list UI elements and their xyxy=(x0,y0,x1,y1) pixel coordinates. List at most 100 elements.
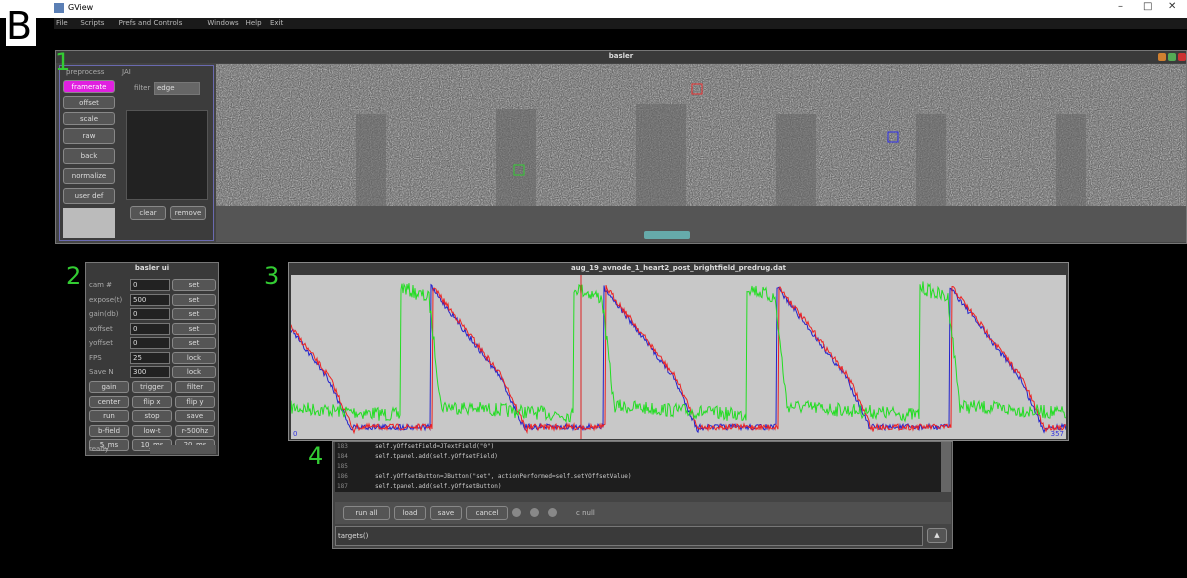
action-button[interactable]: trigger xyxy=(132,381,172,393)
win-btn[interactable] xyxy=(1158,53,1166,61)
line-number: 185 xyxy=(337,462,355,472)
field-input[interactable]: 500 xyxy=(130,294,170,306)
trace-plot: 0 357 xyxy=(291,275,1066,439)
section-title: preprocess xyxy=(66,66,104,78)
screen: GView – □ ✕ File Scripts Prefs and Control… xyxy=(0,0,1187,578)
window-title: basler ui xyxy=(86,263,218,275)
win-btn[interactable] xyxy=(1178,53,1186,61)
control-row: run all load save cancel c null xyxy=(335,502,951,524)
code-line: self.yOffsetButton=JButton("set", action… xyxy=(375,472,631,482)
filter-select[interactable]: edge xyxy=(154,82,200,95)
editor-button[interactable]: load xyxy=(394,506,426,520)
code-line: self.tpanel.add(self.yOffsetButton) xyxy=(375,482,501,492)
player-controls[interactable] xyxy=(644,231,690,239)
field-label: FPS xyxy=(89,352,102,364)
panel-label: 1 xyxy=(55,48,70,76)
minimize[interactable]: – xyxy=(1118,1,1123,12)
figure-letter: B xyxy=(6,6,36,46)
action-button[interactable]: save xyxy=(175,410,215,422)
title-bar: GView – □ ✕ xyxy=(0,0,1187,18)
menu-item[interactable]: Prefs and Controls xyxy=(119,18,183,29)
script-editor: 183 self.yOffsetField=JTextField("0") 184 s… xyxy=(332,441,953,549)
field-input[interactable]: 0 xyxy=(130,279,170,291)
menu-item[interactable]: Scripts xyxy=(80,18,104,29)
editor-button[interactable]: cancel xyxy=(466,506,508,520)
field-label: expose(t) xyxy=(89,294,122,306)
action-button[interactable]: flip y xyxy=(175,396,215,408)
field-button[interactable]: set xyxy=(172,279,216,291)
panel-label: 4 xyxy=(308,442,323,470)
field-button[interactable]: set xyxy=(172,294,216,306)
action-button[interactable]: filter xyxy=(175,381,215,393)
action-button[interactable]: gain xyxy=(89,381,129,393)
radio[interactable] xyxy=(512,508,521,517)
editor-button[interactable]: run all xyxy=(343,506,390,520)
section-title: JAI xyxy=(122,66,131,78)
image-footer xyxy=(216,206,1186,242)
preprocess-button[interactable]: offset xyxy=(63,96,115,109)
line-number: 183 xyxy=(337,442,355,452)
field-input[interactable]: 0 xyxy=(130,337,170,349)
scrollbar[interactable] xyxy=(941,442,951,492)
code-line: self.tpanel.add(self.yOffsetField) xyxy=(375,452,498,462)
action-button[interactable]: flip x xyxy=(132,396,172,408)
field-label: Save N xyxy=(89,366,114,378)
close[interactable]: ✕ xyxy=(1168,1,1176,12)
preprocess-button[interactable]: user def xyxy=(63,188,115,204)
action-button[interactable]: run xyxy=(89,410,129,422)
win-btn[interactable] xyxy=(1168,53,1176,61)
menu-item[interactable]: Exit xyxy=(270,18,283,29)
radio[interactable] xyxy=(530,508,539,517)
action-button[interactable]: low-t xyxy=(132,425,172,437)
preprocess-button[interactable]: back xyxy=(63,148,115,164)
x-end: 357 xyxy=(1051,430,1064,438)
maximize[interactable]: □ xyxy=(1143,1,1152,12)
menu-item[interactable]: File xyxy=(56,18,68,29)
action-button[interactable]: b-field xyxy=(89,425,129,437)
code-area: 183 self.yOffsetField=JTextField("0") 184 s… xyxy=(335,442,941,492)
menu-item[interactable]: Windows xyxy=(207,18,238,29)
field-button[interactable]: lock xyxy=(172,352,216,364)
field-button[interactable]: lock xyxy=(172,366,216,378)
field-button[interactable]: set xyxy=(172,308,216,320)
menu-bar: File Scripts Prefs and Controls Windows Help… xyxy=(54,18,1187,29)
preprocess-panel: preprocess JAI framerate offset scale raw back… xyxy=(59,65,214,241)
preprocess-button[interactable]: scale xyxy=(63,112,115,125)
preprocess-button[interactable]: raw xyxy=(63,128,115,144)
preprocess-button[interactable]: normalize xyxy=(63,168,115,184)
window-title: basler xyxy=(56,51,1186,63)
field-label: cam # xyxy=(89,279,112,291)
panel-label: 3 xyxy=(264,262,279,290)
field-button[interactable]: set xyxy=(172,323,216,335)
camera-image xyxy=(216,64,1186,206)
run-arrow[interactable]: ▲ xyxy=(927,528,947,543)
field-input[interactable]: 25 xyxy=(130,352,170,364)
preprocess-button[interactable]: framerate xyxy=(63,80,115,93)
app-title: GView xyxy=(68,3,93,12)
field-input[interactable]: 0 xyxy=(130,323,170,335)
line-number: 187 xyxy=(337,482,355,492)
line-number: 184 xyxy=(337,452,355,462)
radio[interactable] xyxy=(548,508,557,517)
menu-item[interactable]: Help xyxy=(246,18,262,29)
field-label: xoffset xyxy=(89,323,113,335)
field-input[interactable]: 0 xyxy=(130,308,170,320)
radio-label: c null xyxy=(576,507,595,519)
editor-button[interactable]: save xyxy=(430,506,462,520)
window-title: aug_19_avnode_1_heart2_post_brightfield_… xyxy=(289,263,1068,275)
action-button[interactable]: r-500hz xyxy=(175,425,215,437)
basler-window: basler preprocess JAI framerate offset scale… xyxy=(55,50,1187,244)
filter-label: filter xyxy=(134,82,150,94)
action-button[interactable]: center xyxy=(89,396,129,408)
field-label: gain(db) xyxy=(89,308,118,320)
field-button[interactable]: set xyxy=(172,337,216,349)
action-button[interactable]: stop xyxy=(132,410,172,422)
field-input[interactable]: 300 xyxy=(130,366,170,378)
preview xyxy=(63,208,115,238)
jai-button[interactable]: clear xyxy=(130,206,166,220)
status-bar xyxy=(150,445,216,454)
jai-button[interactable]: remove xyxy=(170,206,206,220)
command-input[interactable]: targets() xyxy=(335,526,923,546)
code-line: self.yOffsetField=JTextField("0") xyxy=(375,442,494,452)
field-label: yoffset xyxy=(89,337,113,349)
